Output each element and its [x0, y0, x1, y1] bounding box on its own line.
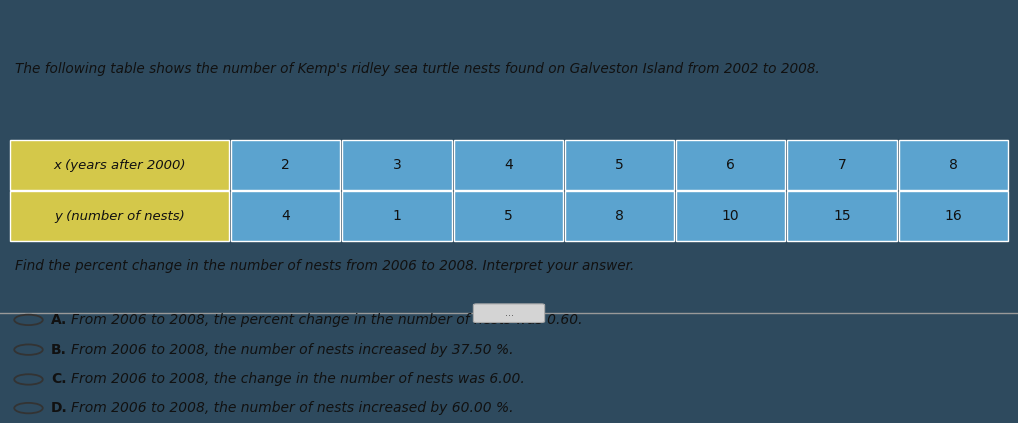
FancyBboxPatch shape — [473, 304, 545, 322]
FancyBboxPatch shape — [10, 140, 229, 190]
FancyBboxPatch shape — [10, 191, 229, 242]
FancyBboxPatch shape — [231, 140, 340, 190]
Text: 6: 6 — [726, 158, 735, 172]
Text: 8: 8 — [615, 209, 624, 223]
Text: 3: 3 — [393, 158, 401, 172]
FancyBboxPatch shape — [342, 140, 452, 190]
Text: C.: C. — [51, 372, 66, 387]
Text: 15: 15 — [833, 209, 851, 223]
FancyBboxPatch shape — [787, 191, 897, 242]
Text: 8: 8 — [949, 158, 958, 172]
Text: B.: B. — [51, 343, 67, 357]
Text: From 2006 to 2008, the percent change in the number of nests was 0.60.: From 2006 to 2008, the percent change in… — [71, 313, 582, 327]
Text: x (years after 2000): x (years after 2000) — [53, 159, 186, 172]
FancyBboxPatch shape — [676, 191, 785, 242]
Text: y (number of nests): y (number of nests) — [54, 210, 185, 223]
FancyBboxPatch shape — [342, 191, 452, 242]
Text: 4: 4 — [504, 158, 513, 172]
Text: The following table shows the number of Kemp's ridley sea turtle nests found on : The following table shows the number of … — [15, 62, 821, 76]
FancyBboxPatch shape — [565, 191, 674, 242]
Text: From 2006 to 2008, the number of nests increased by 37.50 %.: From 2006 to 2008, the number of nests i… — [71, 343, 514, 357]
Text: 1: 1 — [393, 209, 401, 223]
Text: From 2006 to 2008, the number of nests increased by 60.00 %.: From 2006 to 2008, the number of nests i… — [71, 401, 514, 415]
Text: 2: 2 — [281, 158, 290, 172]
Text: 16: 16 — [945, 209, 962, 223]
Text: ...: ... — [505, 308, 513, 318]
FancyBboxPatch shape — [454, 140, 563, 190]
FancyBboxPatch shape — [231, 191, 340, 242]
Text: D.: D. — [51, 401, 67, 415]
Text: 7: 7 — [838, 158, 846, 172]
Text: 5: 5 — [504, 209, 513, 223]
FancyBboxPatch shape — [454, 191, 563, 242]
Text: A.: A. — [51, 313, 67, 327]
FancyBboxPatch shape — [899, 140, 1008, 190]
Text: 5: 5 — [615, 158, 624, 172]
Text: Find the percent change in the number of nests from 2006 to 2008. Interpret your: Find the percent change in the number of… — [15, 259, 634, 273]
Text: 4: 4 — [281, 209, 290, 223]
FancyBboxPatch shape — [899, 191, 1008, 242]
FancyBboxPatch shape — [565, 140, 674, 190]
FancyBboxPatch shape — [787, 140, 897, 190]
Text: 10: 10 — [722, 209, 739, 223]
Text: From 2006 to 2008, the change in the number of nests was 6.00.: From 2006 to 2008, the change in the num… — [71, 372, 525, 387]
FancyBboxPatch shape — [676, 140, 785, 190]
